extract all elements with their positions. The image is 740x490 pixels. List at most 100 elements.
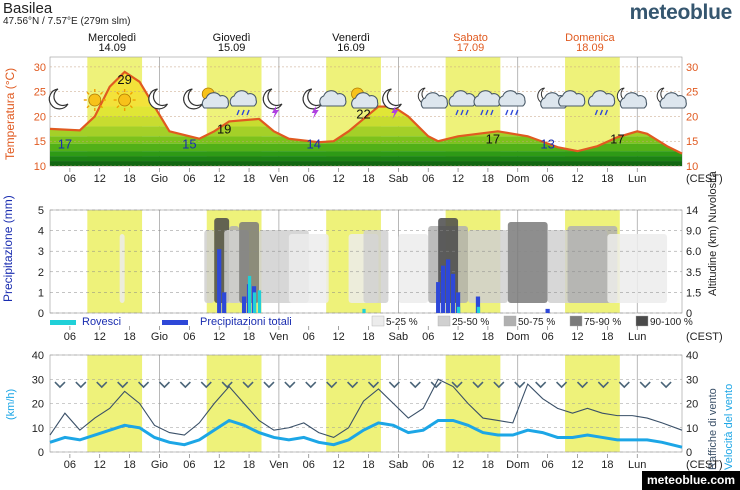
cloud-icon (319, 90, 347, 107)
moon-cloud-icon (616, 87, 648, 109)
temperature-band (50, 126, 682, 137)
wind-direction-arrow (54, 381, 66, 389)
timezone-label: (CEST) (686, 331, 723, 343)
x-tick-label: 12 (213, 331, 225, 343)
wind-direction-arrow (535, 381, 547, 389)
x-tick-label: 12 (571, 459, 583, 471)
x-tick-label: Sab (389, 331, 409, 343)
brand-logo[interactable]: meteoblue (629, 1, 733, 24)
x-tick-label: 18 (482, 331, 494, 343)
x-tick-label: 12 (94, 173, 106, 185)
x-tick-label: 12 (333, 459, 345, 471)
x-tick-label: Lun (628, 173, 646, 185)
moon-storm-icon (382, 88, 402, 119)
wind-tick-right: 10 (686, 423, 698, 435)
temperature-band (50, 156, 682, 162)
moon-icon (148, 88, 168, 110)
x-tick-label: 06 (303, 173, 315, 185)
x-tick-label: 18 (601, 173, 613, 185)
panel-frame (49, 209, 683, 314)
x-tick-label: Gio (151, 173, 168, 185)
x-tick-label: 12 (94, 459, 106, 471)
temp-tick-right: 10 (686, 161, 698, 173)
sun-icon (83, 89, 106, 111)
wind-direction-arrow (263, 381, 275, 389)
wind-direction-arrow (430, 381, 442, 389)
temp-tick-left: 20 (34, 111, 46, 123)
x-tick-label: Dom (506, 173, 529, 185)
x-tick-label: 12 (452, 331, 464, 343)
x-tick-label: 18 (123, 173, 135, 185)
legend-swatch-cloud (437, 315, 451, 327)
x-tick-label: 06 (64, 173, 76, 185)
temp-tick-right: 30 (686, 62, 698, 74)
wind-direction-arrow (221, 381, 233, 389)
temperature-band (50, 143, 682, 152)
legend-label-cloud: 50-75 % (518, 317, 555, 328)
precip-tick: 0 (38, 308, 44, 320)
timezone-label: (CEST) (686, 459, 723, 471)
wind-direction-arrow (284, 381, 296, 389)
x-tick-label: 12 (213, 459, 225, 471)
footer-link[interactable]: meteoblue.com (641, 471, 740, 490)
moon-cloud-icon (417, 87, 449, 109)
altitude-tick: 9.0 (686, 226, 701, 238)
x-tick-label: 06 (183, 459, 195, 471)
day-name: Domenica (565, 32, 615, 44)
x-tick-label: 18 (601, 331, 613, 343)
precip-total-bar (545, 308, 550, 313)
location-title: Basilea (3, 0, 53, 17)
temp-tick-left: 15 (34, 136, 46, 148)
x-tick-label: 06 (422, 331, 434, 343)
day-name: Venerdì (332, 32, 370, 44)
x-tick-label: 18 (482, 173, 494, 185)
x-tick-label: Dom (506, 331, 529, 343)
temp-tick-right: 25 (686, 87, 698, 99)
rain-cloud-icon (587, 90, 616, 116)
x-tick-label: Ven (269, 459, 288, 471)
x-tick-label: 12 (571, 331, 583, 343)
showers-bar (247, 275, 252, 313)
x-tick-label: 12 (571, 173, 583, 185)
precip-total-bar (217, 249, 222, 313)
x-tick-label: Gio (151, 459, 168, 471)
moon-cloud-icon (656, 87, 687, 109)
x-tick-label: 06 (64, 331, 76, 343)
wind-direction-arrow (96, 381, 108, 389)
legend-label-cloud: 90-100 % (650, 317, 693, 328)
wind-tick-left: 10 (32, 423, 44, 435)
temp-tick-right: 15 (686, 136, 698, 148)
legend-label-cloud: 5-25 % (386, 317, 418, 328)
wind-direction-arrow (117, 381, 129, 389)
wind-direction-arrow (597, 381, 609, 389)
cloud-icon (558, 90, 586, 107)
sun-cloud-icon (201, 87, 230, 109)
wind-direction-arrow (200, 381, 212, 389)
wind-speed-line (49, 418, 683, 449)
altitude-tick: 14 (686, 205, 698, 217)
rain-cloud-icon (229, 90, 257, 116)
temp-tick-left: 10 (34, 161, 46, 173)
temperature-label: 29 (117, 72, 131, 87)
temperature-band (50, 116, 682, 127)
x-tick-label: 06 (64, 459, 76, 471)
temperature-band (50, 151, 682, 157)
temperature-label: 17 (610, 131, 624, 146)
sun-cloud-icon (351, 87, 379, 109)
precip-tick: 2 (38, 267, 44, 279)
day-name: Giovedì (213, 32, 251, 44)
x-tick-label: 12 (94, 331, 106, 343)
wind-direction-arrow (158, 381, 171, 389)
legend-label-total: Precipitazioni totali (200, 316, 292, 328)
temperature-label: 19 (217, 121, 231, 136)
x-tick-label: 18 (362, 173, 374, 185)
temperature-label: 14 (307, 137, 321, 152)
sun-icon (113, 89, 136, 111)
wind-direction-arrow (346, 381, 359, 389)
x-tick-label: 12 (452, 459, 464, 471)
wind-tick-right: 0 (686, 447, 692, 459)
day-name: Sabato (453, 32, 488, 44)
x-tick-label: 18 (243, 331, 255, 343)
temperature-line (49, 70, 683, 155)
